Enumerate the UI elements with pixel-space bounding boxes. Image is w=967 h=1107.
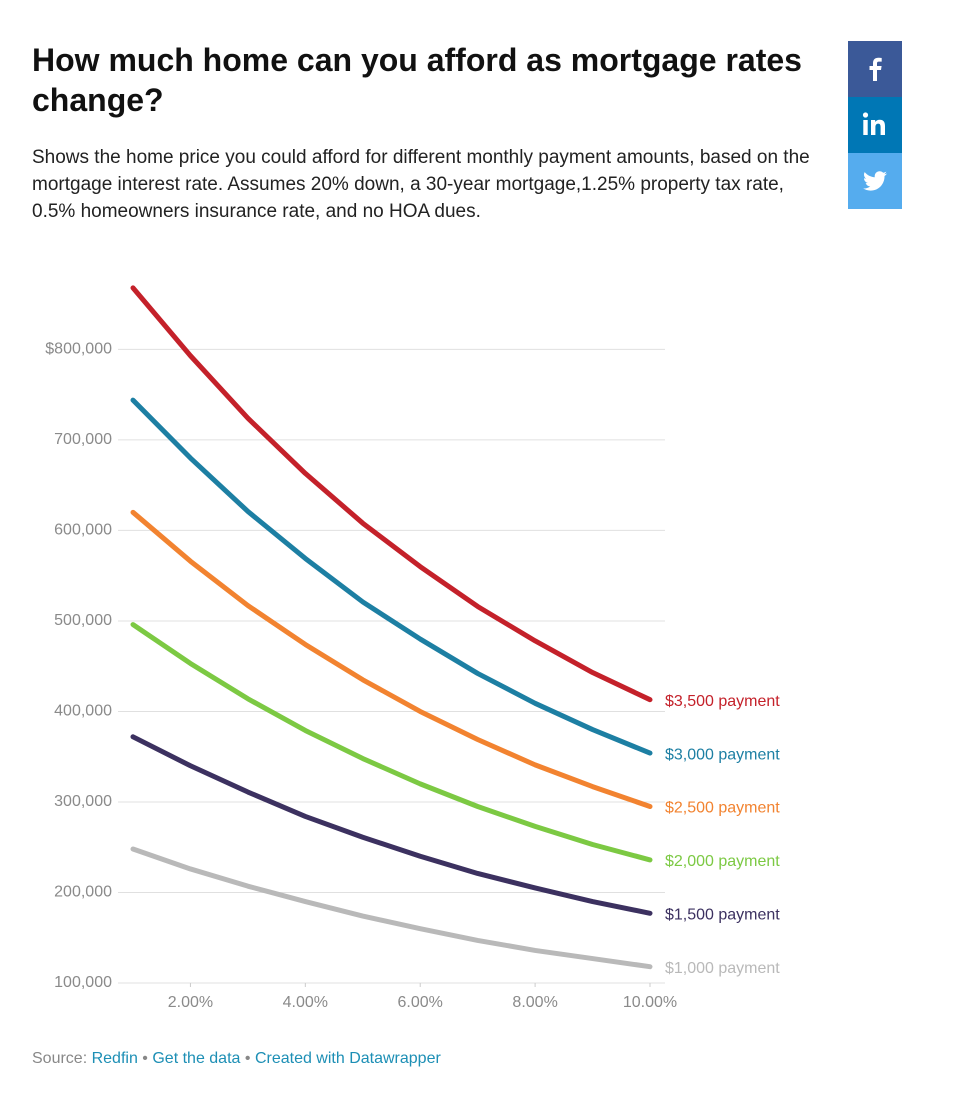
- credit-link[interactable]: Created with Datawrapper: [254, 1050, 441, 1067]
- series-label: $1,500 payment: [665, 907, 780, 924]
- chart-title: How much home can you afford as mortgage…: [32, 42, 802, 118]
- x-tick-label: 10.00%: [623, 994, 677, 1011]
- y-tick-label: 600,000: [54, 522, 112, 539]
- footer: Source: Redfin • Get the data • Created …: [32, 1050, 441, 1068]
- y-tick-label: 400,000: [54, 703, 112, 720]
- series-line: [130, 846, 653, 970]
- source-link[interactable]: Redfin: [91, 1050, 138, 1067]
- x-tick-label: 6.00%: [398, 994, 443, 1011]
- separator: •: [244, 1050, 251, 1067]
- twitter-button[interactable]: [848, 153, 902, 209]
- series-label: $2,500 payment: [665, 800, 780, 817]
- series-line: [130, 734, 653, 916]
- linkedin-button[interactable]: [848, 97, 902, 153]
- series-label: $1,000 payment: [665, 960, 780, 977]
- x-tick-label: 8.00%: [512, 994, 557, 1011]
- y-tick-label: 100,000: [54, 974, 112, 991]
- y-tick-label: 500,000: [54, 612, 112, 629]
- x-tick-label: 4.00%: [283, 994, 328, 1011]
- source-label: Source:: [32, 1050, 88, 1067]
- y-tick-label: 700,000: [54, 431, 112, 448]
- series-label: $2,000 payment: [665, 853, 780, 870]
- x-tick-label: 2.00%: [168, 994, 213, 1011]
- series-line: [130, 397, 653, 756]
- series-line: [130, 509, 653, 809]
- chart-subtitle: Shows the home price you could afford fo…: [32, 147, 810, 222]
- y-tick-label: $800,000: [45, 341, 112, 358]
- facebook-button[interactable]: [848, 41, 902, 97]
- y-tick-label: 200,000: [54, 884, 112, 901]
- series-line: [130, 622, 653, 863]
- series-label: $3,500 payment: [665, 693, 780, 710]
- separator: •: [142, 1050, 148, 1067]
- y-tick-label: 300,000: [54, 793, 112, 810]
- data-link[interactable]: Get the data: [152, 1050, 241, 1067]
- series-line: [130, 285, 653, 703]
- series-label: $3,000 payment: [665, 746, 780, 763]
